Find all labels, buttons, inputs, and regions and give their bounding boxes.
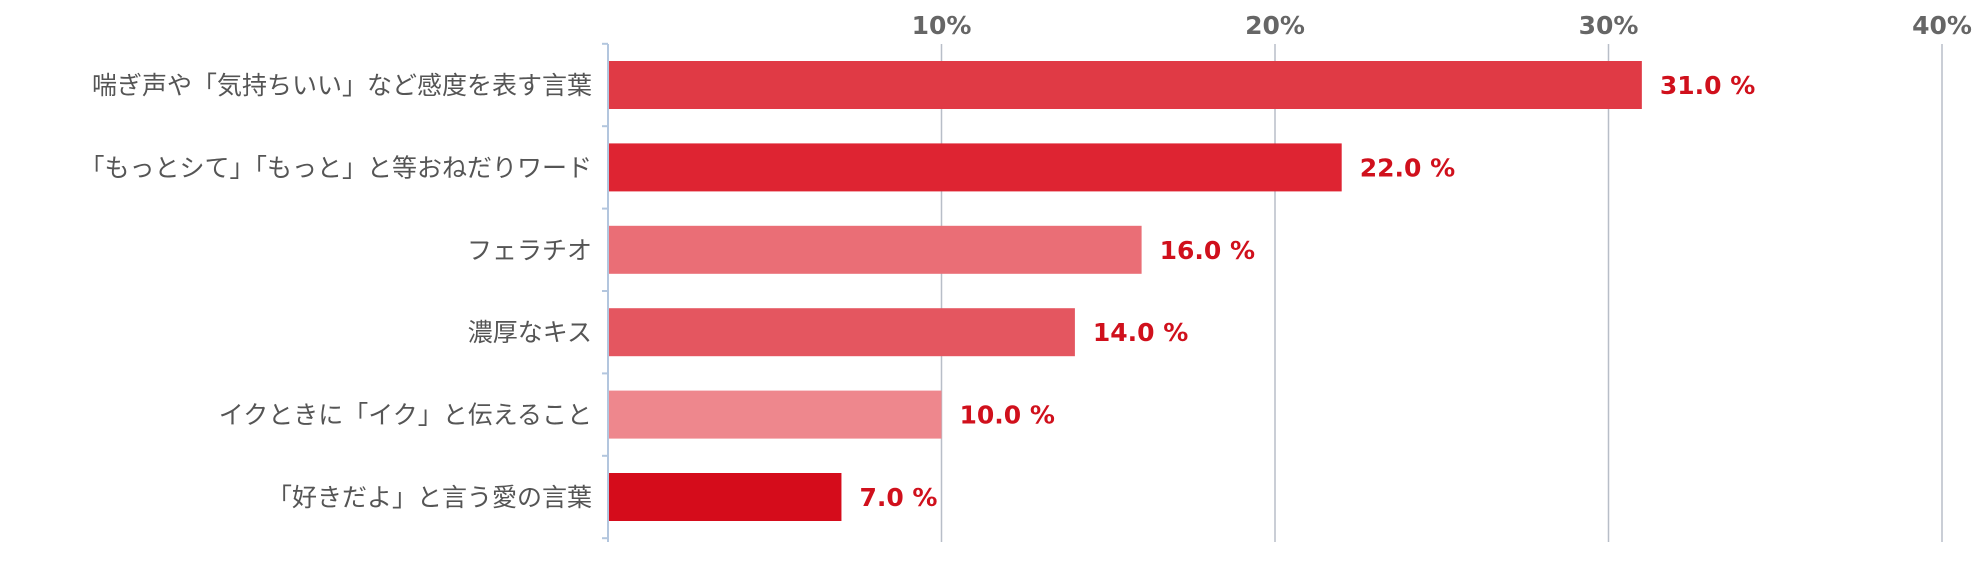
bar-6 xyxy=(608,473,842,521)
value-label-6: 7.0 % xyxy=(859,483,937,512)
bar-2 xyxy=(608,143,1342,192)
bar-3 xyxy=(608,225,1142,274)
x-tick-label-20: 20% xyxy=(1245,11,1305,40)
bars xyxy=(608,61,1642,521)
bar-1 xyxy=(608,61,1642,109)
value-label-1: 31.0 % xyxy=(1660,71,1755,100)
category-label-4: 濃厚なキス xyxy=(468,318,592,347)
x-tick-label-40: 40% xyxy=(1912,11,1972,40)
value-label-4: 14.0 % xyxy=(1093,318,1188,347)
bar-4 xyxy=(608,308,1075,357)
category-label-2: 「もっとシて」「もっと」と等おねだりワード xyxy=(79,153,592,182)
value-label-2: 22.0 % xyxy=(1360,153,1455,182)
gridlines xyxy=(940,44,1943,542)
x-tick-label-10: 10% xyxy=(912,11,972,40)
bar-5 xyxy=(608,390,942,439)
y-axis xyxy=(602,42,609,542)
x-axis-ticks: 10% 20% 30% 40% xyxy=(912,11,1972,40)
x-tick-label-30: 30% xyxy=(1579,11,1639,40)
value-label-5: 10.0 % xyxy=(960,401,1055,430)
category-label-3: フェラチオ xyxy=(467,236,592,265)
category-label-6: 「好きだよ」と言う愛の言葉 xyxy=(267,483,592,512)
category-label-1: 喘ぎ声や「気持ちいい」など感度を表す言葉 xyxy=(92,71,592,100)
category-labels: 喘ぎ声や「気持ちいい」など感度を表す言葉「もっとシて」「もっと」と等おねだりワー… xyxy=(79,71,592,512)
value-label-3: 16.0 % xyxy=(1160,236,1255,265)
category-label-5: イクときに「イク」と伝えること xyxy=(219,401,592,430)
value-labels: 31.0 % 22.0 % 16.0 % 14.0 % 10.0 % 7.0 % xyxy=(859,71,1755,512)
